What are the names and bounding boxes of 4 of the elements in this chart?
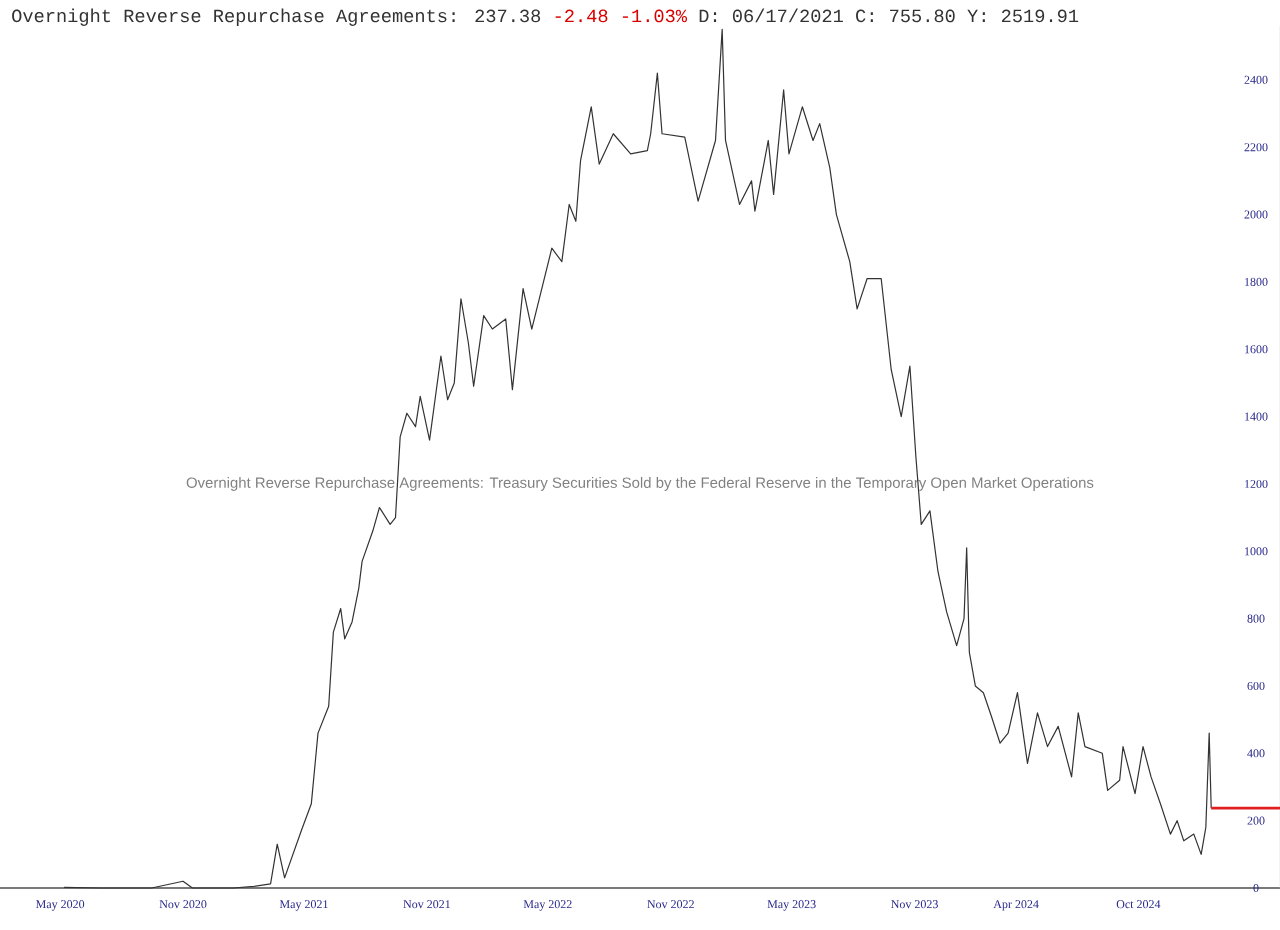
- text: D: 06/17/2021 C: 755.80 Y: 2519.91: [699, 8, 1079, 23]
- chart-title: Overnight Reverse Repurchase Agreements: 237.38: [12, 8, 541, 26]
- text: -2.48 -1.03%: [555, 9, 688, 23]
- line-series: [63, 28, 1212, 889]
